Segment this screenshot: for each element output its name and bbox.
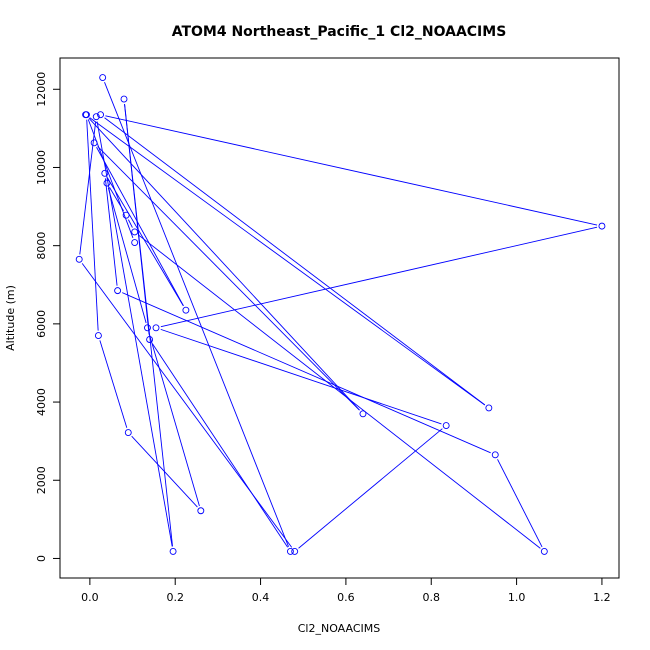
data-point (90, 139, 98, 147)
data-point (146, 336, 154, 343)
series-segment (138, 234, 541, 549)
series-segment (160, 226, 598, 328)
y-tick-label: 0 (35, 555, 48, 562)
data-point (94, 332, 102, 340)
series-segment (104, 82, 290, 547)
data-point (182, 306, 190, 314)
data-point (169, 547, 177, 555)
series-segment (122, 292, 491, 454)
series-segment (88, 118, 360, 411)
x-axis: 0.0 0.2 0.4 0.6 0.8 1.0 1.2 (81, 577, 611, 604)
series-segment (298, 428, 443, 549)
y-tick-label: 2000 (35, 466, 48, 494)
x-tick-label: 0.0 (81, 591, 99, 604)
data-point (99, 74, 107, 81)
data-point (97, 111, 104, 119)
x-tick-label: 1.2 (593, 591, 611, 604)
y-tick-label: 12000 (35, 72, 48, 107)
chart-title: ATOM4 Northeast_Pacific_1 Cl2_NOAACIMS (172, 24, 507, 40)
series-segment (86, 119, 99, 331)
data-point (291, 547, 299, 555)
x-tick-label: 0.2 (166, 591, 184, 604)
x-axis-label: Cl2_NOAACIMS (298, 622, 381, 635)
series-segment (497, 459, 543, 548)
series-segment (89, 117, 486, 406)
data-point (442, 422, 450, 429)
series-segment (96, 147, 184, 307)
series-segment (160, 328, 442, 425)
data-point (103, 179, 111, 187)
data-point (152, 324, 160, 332)
series-segment (104, 178, 118, 286)
data-point (131, 239, 139, 246)
data-point (540, 547, 548, 555)
x-tick-label: 0.8 (422, 591, 440, 604)
data-point (491, 451, 499, 459)
series-segment (99, 340, 128, 428)
series-segment (107, 187, 147, 324)
data-point (75, 255, 83, 263)
series-segment (79, 121, 97, 255)
series-segment (148, 332, 200, 507)
series-segment (152, 343, 289, 548)
series-group (75, 74, 606, 555)
data-point (286, 547, 294, 555)
plot-frame (59, 57, 620, 579)
series-segment (97, 146, 360, 411)
data-point (144, 324, 151, 332)
data-point (120, 95, 128, 103)
series-segment (81, 263, 293, 548)
data-point (122, 211, 130, 219)
data-point (114, 287, 122, 295)
y-tick-label: 6000 (35, 310, 48, 338)
data-point (197, 507, 205, 515)
series-segment (106, 177, 184, 307)
series-segment (128, 219, 133, 228)
x-tick-label: 0.4 (252, 591, 270, 604)
y-axis: 0 2000 4000 6000 8000 10000 12000 (35, 72, 61, 562)
y-tick-label: 10000 (35, 150, 48, 185)
series-segment (105, 115, 598, 226)
data-point (124, 429, 132, 437)
y-tick-label: 8000 (35, 232, 48, 260)
data-point (485, 404, 493, 412)
x-tick-label: 0.6 (337, 591, 355, 604)
data-point (101, 169, 109, 177)
series-segment (131, 435, 198, 508)
data-point (359, 410, 367, 418)
x-tick-label: 1.0 (508, 591, 526, 604)
data-point (131, 228, 139, 236)
series-segment (104, 117, 486, 406)
data-point (83, 111, 90, 119)
y-tick-label: 4000 (35, 388, 48, 416)
y-axis-label: Altitude (m) (4, 285, 17, 351)
data-point (598, 222, 606, 230)
data-point (92, 113, 100, 121)
